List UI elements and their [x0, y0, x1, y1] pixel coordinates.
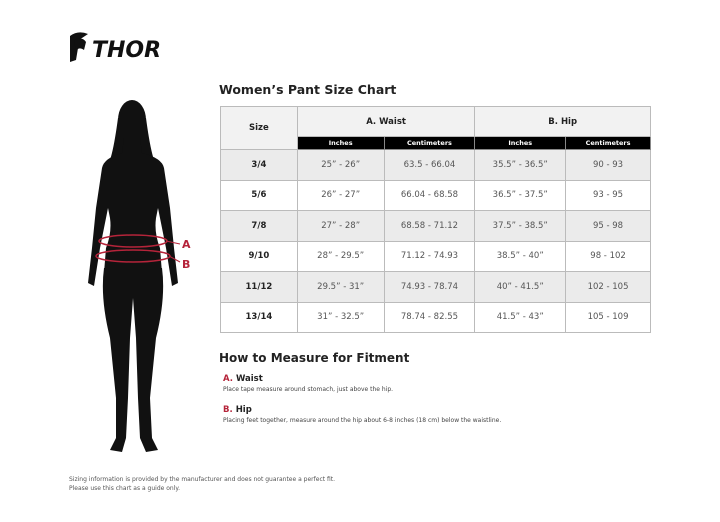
- thor-logo: THOR: [70, 32, 161, 63]
- measure-desc: Place tape measure around stomach, just …: [223, 386, 394, 393]
- table-row: 11/12 29.5” - 31” 74.93 - 78.74 40” - 41.5”…: [220, 271, 651, 303]
- waist-cm-header: Centimeters: [383, 136, 476, 150]
- cell-hip-cm: 90 - 93: [565, 149, 651, 181]
- cell-hip-in: 41.5” - 43”: [474, 301, 567, 333]
- waist-header: A. Waist: [296, 106, 476, 137]
- measure-title: How to Measure for Fitment: [219, 351, 410, 365]
- hip-header: B. Hip: [474, 106, 651, 137]
- size-chart-table: Size A. Waist B. Hip Inches Centimeters …: [220, 106, 651, 333]
- disclaimer-line: Sizing information is provided by the ma…: [69, 476, 336, 483]
- cell-size: 5/6: [220, 179, 298, 211]
- measure-desc: Placing feet together, measure around th…: [223, 417, 502, 424]
- disclaimer-line: Please use this chart as a guide only.: [69, 485, 180, 492]
- cell-size: 11/12: [220, 271, 298, 303]
- cell-waist-in: 25” - 26”: [296, 149, 385, 181]
- cell-waist-cm: 68.58 - 71.12: [383, 210, 476, 242]
- table-row: 13/14 31” - 32.5” 78.74 - 82.55 41.5” - 43”…: [220, 301, 651, 333]
- cell-waist-in: 27” - 28”: [296, 210, 385, 242]
- cell-hip-in: 40” - 41.5”: [474, 271, 567, 303]
- cell-waist-cm: 74.93 - 78.74: [383, 271, 476, 303]
- cell-hip-in: 35.5” - 36.5”: [474, 149, 567, 181]
- disclaimer: Sizing information is provided by the ma…: [69, 475, 335, 493]
- cell-hip-in: 38.5” - 40”: [474, 240, 567, 272]
- cell-waist-in: 26” - 27”: [296, 179, 385, 211]
- measure-item-waist: A. Waist Place tape measure around stoma…: [223, 374, 393, 393]
- measure-name: Waist: [235, 374, 263, 384]
- cell-hip-cm: 98 - 102: [565, 240, 651, 272]
- waist-inches-header: Inches: [296, 136, 385, 150]
- cell-size: 3/4: [220, 149, 298, 181]
- table-row: 9/10 28” - 29.5” 71.12 - 74.93 38.5” - 40” 9…: [220, 240, 651, 272]
- cell-hip-cm: 105 - 109: [565, 301, 651, 333]
- cell-hip-in: 36.5” - 37.5”: [474, 179, 567, 211]
- table-row: 3/4 25” - 26” 63.5 - 66.04 35.5” - 36.5” 90 …: [220, 149, 651, 181]
- table-row: 7/8 27” - 28” 68.58 - 71.12 37.5” - 38.5” 95…: [220, 210, 651, 242]
- cell-waist-cm: 71.12 - 74.93: [383, 240, 476, 272]
- measure-letter: B.: [223, 405, 233, 415]
- figure-label-a: A: [182, 238, 191, 251]
- measure-letter: A.: [223, 374, 233, 384]
- cell-size: 13/14: [220, 301, 298, 333]
- cell-waist-cm: 63.5 - 66.04: [383, 149, 476, 181]
- cell-size: 7/8: [220, 210, 298, 242]
- size-header: Size: [220, 106, 298, 150]
- cell-waist-cm: 66.04 - 68.58: [383, 179, 476, 211]
- cell-hip-in: 37.5” - 38.5”: [474, 210, 567, 242]
- measure-name: Hip: [235, 405, 252, 415]
- cell-size: 9/10: [220, 240, 298, 272]
- cell-waist-in: 28” - 29.5”: [296, 240, 385, 272]
- measure-item-hip: B. Hip Placing feet together, measure ar…: [223, 405, 501, 424]
- cell-hip-cm: 93 - 95: [565, 179, 651, 211]
- figure-label-b: B: [182, 258, 190, 271]
- svg-text:THOR: THOR: [92, 38, 161, 63]
- female-silhouette-figure: A B: [88, 100, 191, 452]
- hip-cm-header: Centimeters: [565, 136, 651, 150]
- chart-title: Women’s Pant Size Chart: [219, 82, 397, 97]
- hip-inches-header: Inches: [474, 136, 567, 150]
- cell-waist-in: 31” - 32.5”: [296, 301, 385, 333]
- table-row: 5/6 26” - 27” 66.04 - 68.58 36.5” - 37.5” 93…: [220, 179, 651, 211]
- cell-hip-cm: 102 - 105: [565, 271, 651, 303]
- cell-waist-cm: 78.74 - 82.55: [383, 301, 476, 333]
- cell-hip-cm: 95 - 98: [565, 210, 651, 242]
- cell-waist-in: 29.5” - 31”: [296, 271, 385, 303]
